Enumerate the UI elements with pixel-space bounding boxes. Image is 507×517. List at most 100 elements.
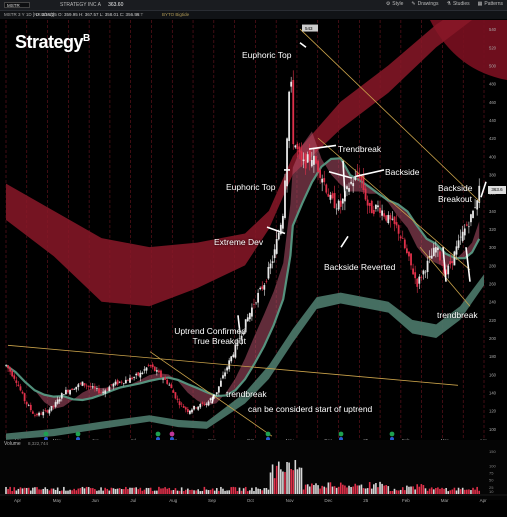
candle-body: [335, 208, 338, 210]
volume-bar: [414, 489, 416, 494]
candle-body: [414, 272, 417, 279]
volume-bar: [267, 489, 270, 494]
candle-body: [273, 249, 276, 259]
candle-body: [451, 261, 454, 264]
volume-bar: [269, 472, 272, 494]
studies-menu[interactable]: ⚗ Studies: [446, 1, 470, 7]
candle-body: [350, 181, 352, 184]
annotation-backside-breakout: Backside Breakout: [438, 183, 473, 204]
volume-bar: [286, 462, 288, 494]
chart-title: MSTR 3 Y 1D [NASDAQ]: [4, 12, 55, 17]
candle-body: [416, 278, 419, 287]
volume-bar: [463, 489, 466, 494]
volume-bar: [100, 487, 102, 494]
volume-bar: [27, 487, 30, 494]
candle-body: [339, 200, 342, 207]
volume-bar: [432, 489, 435, 494]
volume-bar: [213, 490, 216, 494]
candle-body: [422, 270, 425, 275]
volume-bar: [354, 483, 357, 494]
volume-bar: [83, 488, 86, 494]
candle-body: [62, 394, 65, 395]
volume-bar: [104, 487, 106, 494]
volume-bar: [236, 491, 239, 494]
volume-bar: [178, 490, 181, 494]
y-tick-label: 160: [489, 372, 497, 377]
volume-bar: [96, 490, 98, 494]
volume-bar: [52, 488, 55, 494]
volume-bar: [391, 490, 394, 494]
grid-icon: ▦: [477, 1, 483, 7]
candle-body: [71, 388, 74, 391]
candle-body: [127, 380, 129, 382]
candle-body: [205, 403, 208, 405]
symbol-input[interactable]: MSTR: [4, 2, 30, 8]
volume-bar: [240, 490, 243, 494]
candle-body: [170, 384, 173, 389]
candle-body: [246, 317, 249, 322]
volume-bar: [137, 489, 140, 494]
candle-body: [236, 339, 239, 347]
volume-bar: [302, 489, 305, 494]
candle-body: [91, 386, 94, 388]
volume-bar: [313, 485, 315, 494]
volume-bar: [435, 487, 437, 494]
volume-bar: [174, 488, 177, 494]
candle-body: [100, 392, 102, 394]
volume-bar: [375, 483, 377, 494]
candle-body: [168, 384, 171, 386]
volume-bar: [393, 488, 396, 494]
candle-body: [242, 330, 245, 335]
candle-body: [410, 253, 412, 266]
volume-bar: [445, 487, 447, 494]
candle-body: [34, 415, 36, 416]
candle-body: [282, 215, 284, 229]
volume-bar: [42, 488, 44, 494]
candle-body: [139, 372, 142, 378]
candle-body: [356, 171, 359, 177]
volume-x-label: Apr: [480, 498, 488, 503]
candle-body: [149, 365, 152, 367]
last-price-badge: 363.6: [488, 186, 506, 194]
volume-tick-label: 150: [489, 449, 496, 454]
volume-bar: [15, 490, 18, 494]
volume-bar: [368, 482, 371, 494]
volume-x-label: Jun: [92, 498, 100, 503]
volume-bar: [339, 482, 342, 494]
style-menu[interactable]: ⚙ Style: [385, 1, 404, 7]
candle-body: [360, 176, 363, 181]
drawings-menu[interactable]: ✎ Drawings: [411, 1, 439, 7]
candle-body: [230, 356, 233, 362]
volume-bar: [98, 490, 100, 494]
candle-body: [319, 170, 322, 178]
candle-body: [393, 216, 396, 224]
candle-body: [207, 401, 210, 406]
candle-body: [313, 155, 315, 165]
volume-bar: [50, 488, 53, 494]
volume-bar: [352, 486, 354, 494]
company-name: STRATEGY INC A 363.60: [60, 2, 124, 8]
volume-bar: [401, 487, 404, 494]
y-tick-label: 500: [489, 63, 497, 68]
candle-body: [354, 175, 357, 180]
candle-body: [58, 399, 61, 402]
volume-bar: [373, 484, 375, 494]
candle-body: [203, 404, 206, 406]
volume-bar: [36, 487, 38, 494]
volume-bar: [191, 489, 193, 494]
candle-body: [13, 375, 16, 379]
candle-body: [110, 384, 113, 386]
patterns-menu[interactable]: ▦ Patterns: [477, 1, 503, 7]
volume-bar: [273, 478, 276, 494]
volume-bar: [203, 486, 206, 494]
candle-body: [79, 383, 82, 384]
volume-bar: [58, 491, 61, 494]
volume-bar: [172, 490, 175, 494]
candle-body: [143, 369, 146, 371]
candle-body: [459, 236, 462, 238]
candle-body: [391, 218, 394, 220]
y-tick-label: 380: [489, 172, 497, 177]
candle-body: [306, 154, 309, 163]
